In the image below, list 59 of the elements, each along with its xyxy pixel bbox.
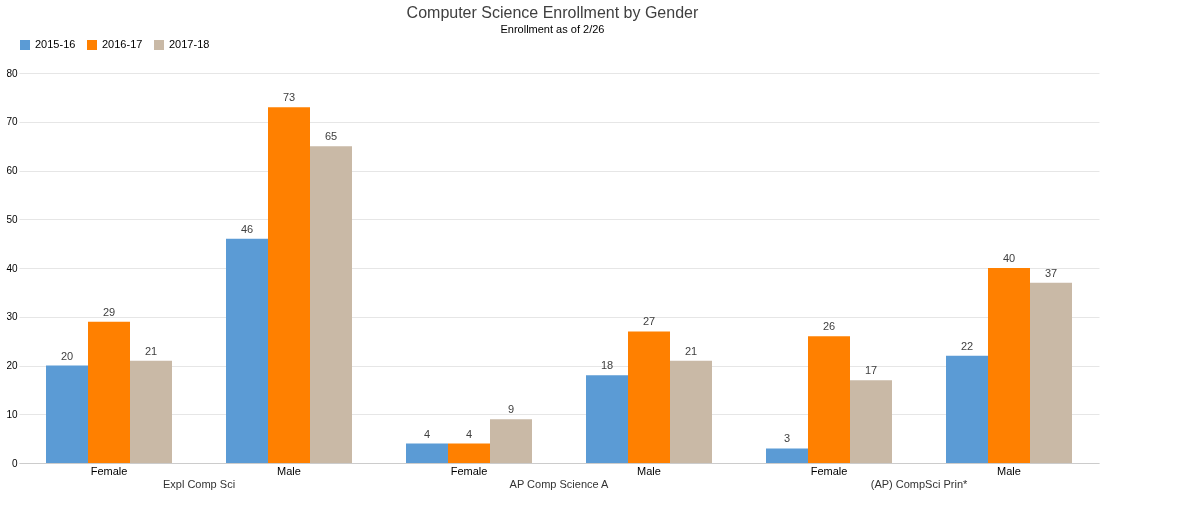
data-label: 17 (864, 364, 878, 377)
data-label: 26 (822, 320, 836, 333)
data-label: 37 (1044, 266, 1058, 279)
text: Expl Comp Sci (162, 478, 236, 490)
bar (226, 238, 268, 463)
bar (628, 331, 670, 463)
y-tick-label: 80 (6, 67, 18, 79)
data-label: 18 (600, 359, 614, 372)
bar (268, 107, 310, 463)
data-label: 40 (1002, 252, 1016, 264)
chart-subtitle: Enrollment as of 2/26 (500, 23, 605, 35)
bar (448, 443, 490, 463)
bar (586, 375, 628, 463)
data-label: 21 (144, 344, 158, 357)
text: AP Comp Science A (509, 478, 610, 490)
data-label: 29 (102, 305, 116, 318)
x-tick-label: Male (277, 464, 301, 477)
bar (130, 360, 172, 463)
bar (988, 268, 1030, 463)
y-tick-label: 70 (6, 116, 18, 128)
y-tick-label: 0 (11, 457, 18, 469)
bar (946, 355, 988, 463)
data-label: 21 (684, 344, 698, 357)
data-label: 73 (282, 91, 296, 104)
y-tick-label: 20 (6, 360, 18, 371)
legend-label: 2016-17 (102, 38, 143, 50)
text: (AP) CompSci Prin* (870, 478, 969, 490)
x-tick-label: Male (997, 464, 1021, 477)
data-label: 27 (642, 315, 656, 328)
data-label: 20 (60, 349, 74, 362)
data-label: 4 (465, 427, 473, 440)
bar (46, 365, 88, 463)
x-tick-label: Female (450, 464, 488, 477)
data-label: 3 (783, 432, 791, 445)
data-label: 65 (324, 130, 338, 143)
bar (850, 380, 892, 463)
y-tick-label: 30 (6, 311, 18, 323)
y-tick-label: 60 (6, 165, 18, 176)
legend-label: 2015-16 (35, 38, 76, 50)
bar (808, 336, 850, 463)
y-tick-label: 50 (6, 213, 18, 225)
bar (310, 146, 352, 463)
chart-title: Computer Science Enrollment by Gender (406, 4, 699, 21)
x-tick-label: Male (637, 464, 661, 477)
y-tick-label: 40 (6, 262, 18, 274)
y-tick-label: 10 (6, 408, 18, 420)
bar (1030, 282, 1072, 463)
legend-label: 2017-18 (169, 38, 210, 50)
data-label: 9 (507, 403, 515, 416)
bar (670, 360, 712, 463)
bar (88, 321, 130, 463)
data-label: 4 (423, 427, 431, 440)
bar (490, 419, 532, 463)
bar (766, 448, 808, 463)
x-tick-label: Female (810, 464, 848, 477)
data-label: 22 (960, 339, 974, 352)
bar (406, 443, 448, 463)
data-label: 46 (240, 222, 254, 235)
x-tick-label: Female (90, 464, 128, 477)
